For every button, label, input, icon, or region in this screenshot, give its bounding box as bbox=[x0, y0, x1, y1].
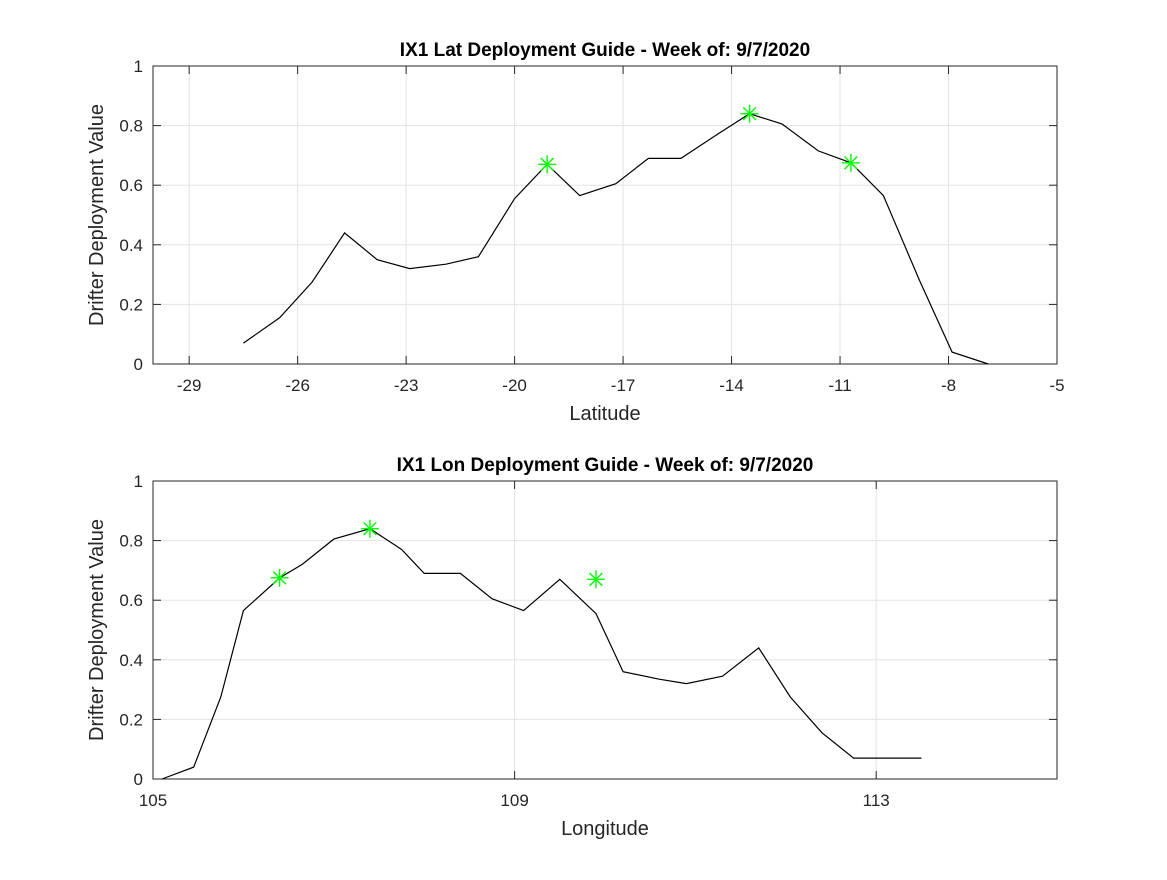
marker-stroke bbox=[540, 157, 555, 172]
latitude-x-tick-label: -5 bbox=[1049, 376, 1064, 395]
longitude-y-axis-label: Drifter Deployment Value bbox=[86, 519, 108, 741]
longitude-y-tick-label: 1 bbox=[134, 472, 143, 491]
longitude-y-tick-label: 0 bbox=[134, 770, 143, 789]
latitude-axes: -29 -26 -23 -20 -17 -14 -11 -8 -500.20.40.60.81 … bbox=[86, 40, 1065, 425]
longitude-ticks: 105 109 113 0 0.2 0.4 0.6 0.8 1 bbox=[119, 472, 1057, 810]
longitude-x-tick-label: 113 bbox=[863, 791, 890, 810]
latitude-x-tick-label: -23 bbox=[394, 376, 419, 395]
longitude-x-tick-label: 109 bbox=[500, 791, 528, 810]
latitude-x-tick-label: -14 bbox=[719, 376, 744, 395]
latitude-y-tick-label: 0.6 bbox=[119, 176, 143, 195]
marker-stroke bbox=[363, 521, 377, 536]
longitude-peak-marker bbox=[360, 519, 379, 538]
latitude-y-axis-label: Drifter Deployment Value bbox=[86, 104, 108, 326]
latitude-y-tick-label: 0.4 bbox=[119, 236, 143, 255]
longitude-grid bbox=[152, 480, 1057, 780]
latitude-y-tick-label: 1 bbox=[134, 57, 143, 76]
latitude-x-tick-label: -26 bbox=[285, 376, 310, 395]
latitude-peak-marker bbox=[841, 153, 860, 172]
longitude-peak-marker bbox=[270, 568, 289, 587]
longitude-chart-title: IX1 Lon Deployment Guide - Week of: 9/7/… bbox=[397, 455, 814, 476]
longitude-plot-frame bbox=[152, 480, 1058, 780]
latitude-x-tick-label: -29 bbox=[177, 376, 202, 395]
latitude-chart-title: IX1 Lat Deployment Guide - Week of: 9/7/… bbox=[400, 40, 810, 61]
longitude-x-tick-label: 105 bbox=[139, 791, 167, 810]
longitude-y-tick-label: 0.4 bbox=[119, 651, 143, 670]
latitude-peak-marker bbox=[740, 104, 759, 123]
longitude-peak-marker bbox=[586, 570, 605, 589]
marker-stroke bbox=[844, 155, 858, 170]
longitude-y-tick-label: 0.8 bbox=[119, 532, 143, 551]
marker-stroke bbox=[272, 570, 287, 585]
longitude-y-tick-label: 0.2 bbox=[119, 710, 143, 729]
marker-stroke bbox=[742, 106, 757, 121]
latitude-peak-marker bbox=[538, 155, 557, 174]
latitude-y-tick-label: 0.2 bbox=[119, 295, 143, 314]
latitude-y-tick-label: 0 bbox=[134, 355, 143, 374]
latitude-series-line bbox=[243, 113, 989, 365]
latitude-x-tick-label: -17 bbox=[611, 376, 636, 395]
latitude-x-tick-label: -20 bbox=[502, 376, 527, 395]
longitude-marks bbox=[161, 519, 922, 780]
latitude-x-axis-label: Latitude bbox=[569, 403, 640, 425]
longitude-x-axis-label: Longitude bbox=[561, 818, 649, 840]
longitude-axes: 105 109 113 0 0.2 0.4 0.6 0.8 1 IX1 Lon Deployme… bbox=[86, 455, 1058, 840]
latitude-plot-frame bbox=[152, 65, 1058, 365]
latitude-x-tick-label: -11 bbox=[828, 376, 851, 395]
latitude-ticks: -29 -26 -23 -20 -17 -14 -11 -8 -5 0 0.2 0.4 0.6 0.8 1 bbox=[119, 57, 1064, 395]
marker-stroke bbox=[589, 572, 603, 587]
longitude-y-tick-label: 0.6 bbox=[119, 591, 143, 610]
latitude-x-tick-label: -8 bbox=[941, 376, 956, 395]
latitude-marks bbox=[243, 104, 989, 365]
latitude-grid bbox=[153, 65, 1058, 365]
latitude-y-tick-label: 0.8 bbox=[119, 117, 143, 136]
longitude-series-line bbox=[161, 528, 922, 780]
